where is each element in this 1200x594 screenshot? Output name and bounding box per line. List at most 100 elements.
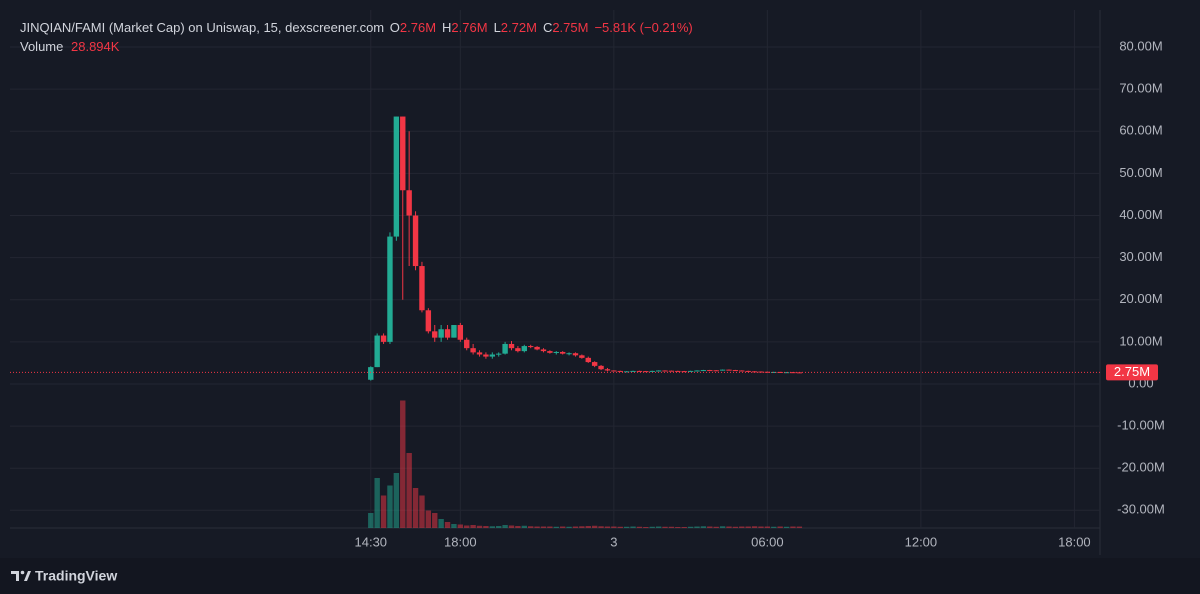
close-label: C — [542, 20, 553, 35]
candle-body — [387, 236, 393, 342]
candle-body — [745, 370, 751, 372]
candle-body — [553, 351, 559, 353]
candle-body — [527, 346, 534, 348]
volume-bar — [707, 526, 713, 528]
candle-body — [739, 370, 745, 372]
candle-body — [534, 346, 540, 350]
volume-bar — [662, 526, 668, 528]
candle-body — [655, 370, 662, 372]
volume-bar — [591, 525, 598, 528]
volume-bar — [464, 525, 470, 528]
volume-bar — [553, 526, 559, 528]
volume-bar — [438, 519, 444, 528]
volume-bar — [681, 527, 687, 528]
candle-body — [521, 346, 527, 352]
candle-body — [559, 351, 566, 354]
candle-body — [502, 343, 508, 354]
volume-bar — [489, 526, 496, 528]
candle-body — [732, 370, 739, 372]
volume-bar — [508, 525, 515, 528]
y-tick-label: 60.00M — [1119, 123, 1162, 138]
high-label: H — [442, 20, 452, 35]
volume-bar — [636, 526, 643, 528]
candle-body — [540, 349, 547, 352]
high-value: 2.76M — [451, 20, 488, 35]
x-tick-label: 18:00 — [444, 534, 477, 549]
volume-bar — [566, 526, 572, 528]
volume-bar — [393, 473, 400, 528]
change-value: −5.81K (−0.21%) — [594, 20, 693, 35]
volume-bar — [521, 525, 527, 528]
volume-bar — [617, 526, 623, 528]
candle-body — [406, 190, 412, 216]
volume-bar — [687, 526, 694, 528]
close-value: 2.75M — [552, 20, 589, 35]
low-label: L — [493, 20, 501, 35]
candle-body — [489, 354, 496, 357]
volume-bar — [713, 526, 719, 528]
legend: JINQIAN/FAMI (Market Cap) on Uniswap, 15… — [20, 18, 699, 56]
volume-bar — [732, 526, 739, 528]
candle-body — [515, 348, 521, 352]
volume-bar — [751, 526, 758, 528]
candle-body — [444, 329, 451, 338]
candle-body — [483, 354, 489, 357]
candle-body — [470, 348, 476, 353]
price-label-box — [1106, 364, 1158, 381]
x-tick-label: 06:00 — [751, 534, 784, 549]
volume-bar — [719, 526, 726, 528]
volume-bar — [611, 526, 617, 528]
x-tick-label: 18:00 — [1058, 534, 1091, 549]
x-tick-label: 12:00 — [905, 534, 938, 549]
y-tick-label: -10.00M — [1117, 418, 1165, 433]
volume-bar — [527, 526, 534, 528]
volume-bar — [604, 526, 611, 528]
y-tick-label: 10.00M — [1119, 333, 1162, 348]
volume-bar — [476, 525, 483, 528]
candle-body — [566, 353, 572, 355]
candle-body — [432, 331, 438, 338]
y-tick-label: -20.00M — [1117, 460, 1165, 475]
candle-body — [668, 370, 675, 372]
volume-bar — [777, 526, 783, 528]
volume-bar — [758, 526, 764, 528]
volume-bar — [796, 526, 803, 528]
candle-body — [393, 116, 400, 237]
candle-body — [412, 215, 419, 267]
volume-bar — [457, 524, 464, 528]
volume-bar — [374, 478, 380, 528]
volume-bar — [675, 527, 681, 528]
brand: TradingView — [35, 568, 117, 584]
volume-bar — [534, 526, 540, 528]
volume-bar — [368, 513, 374, 528]
y-tick-label: 30.00M — [1119, 249, 1162, 264]
candle-body — [726, 369, 732, 371]
candle-body — [662, 370, 668, 372]
candle-body — [591, 362, 598, 366]
candle-body — [623, 371, 630, 373]
legend-row: JINQIAN/FAMI (Market Cap) on Uniswap, 15… — [20, 18, 699, 37]
volume-bar — [649, 526, 655, 528]
y-tick-label: -30.00M — [1117, 502, 1165, 517]
volume-bar — [380, 495, 387, 528]
chart-background — [0, 0, 1200, 558]
volume-bar — [470, 525, 476, 528]
candle-body — [630, 370, 636, 372]
candle-body — [636, 370, 643, 372]
candle-body — [374, 335, 380, 368]
candle-body — [617, 370, 623, 372]
volume-bar — [655, 526, 662, 528]
candle-body — [643, 371, 649, 373]
y-tick-label: 80.00M — [1119, 38, 1162, 53]
brand-logo — [11, 570, 31, 581]
candle-body — [675, 370, 681, 372]
low-value: 2.72M — [500, 20, 537, 35]
volume-bar — [400, 400, 406, 528]
candle-body — [457, 325, 464, 340]
volume-bar — [387, 485, 393, 528]
candle-body — [547, 351, 553, 353]
volume-bar — [412, 488, 419, 528]
candle-body — [572, 353, 579, 356]
